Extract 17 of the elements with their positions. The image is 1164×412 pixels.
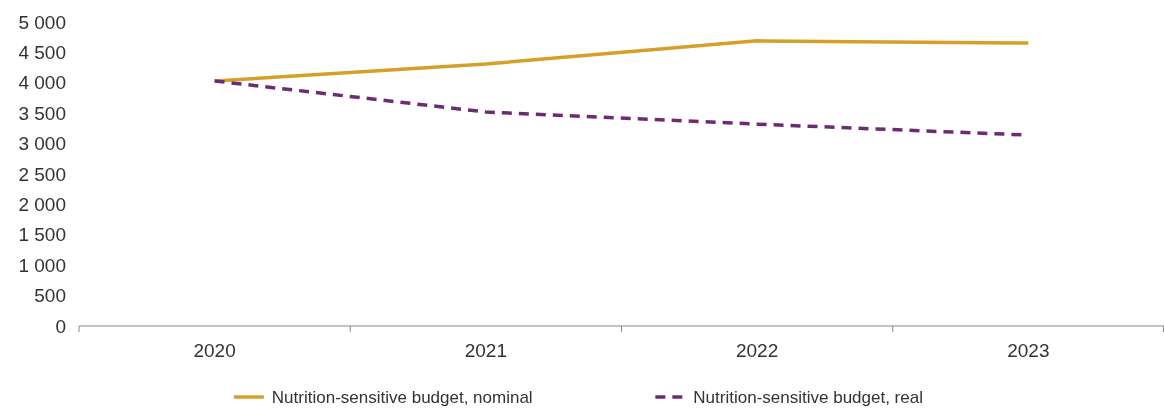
y-tick-label: 0	[55, 315, 66, 337]
x-tick-label: 2022	[735, 340, 779, 361]
x-tick-label: 2020	[193, 340, 236, 361]
y-tick-label: 4 000	[18, 72, 66, 94]
y-tick-label: 2 500	[18, 163, 66, 185]
y-tick-label: 2 000	[18, 194, 66, 216]
y-tick-label: 500	[34, 285, 66, 307]
y-tick-label: 3 000	[18, 133, 66, 155]
y-tick-label: 1 000	[18, 254, 66, 276]
y-tick-label: 3 500	[18, 102, 66, 124]
y-tick-label: 1 500	[18, 224, 66, 246]
y-tick-label: 4 500	[18, 42, 66, 64]
y-tick-label: 5 000	[18, 11, 66, 33]
x-tick-label: 2021	[464, 340, 508, 361]
legend-label: Nutrition-sensitive budget, real	[693, 388, 923, 407]
x-tick-label: 2023	[1007, 340, 1050, 361]
legend-label: Nutrition-sensitive budget, nominal	[271, 388, 533, 407]
